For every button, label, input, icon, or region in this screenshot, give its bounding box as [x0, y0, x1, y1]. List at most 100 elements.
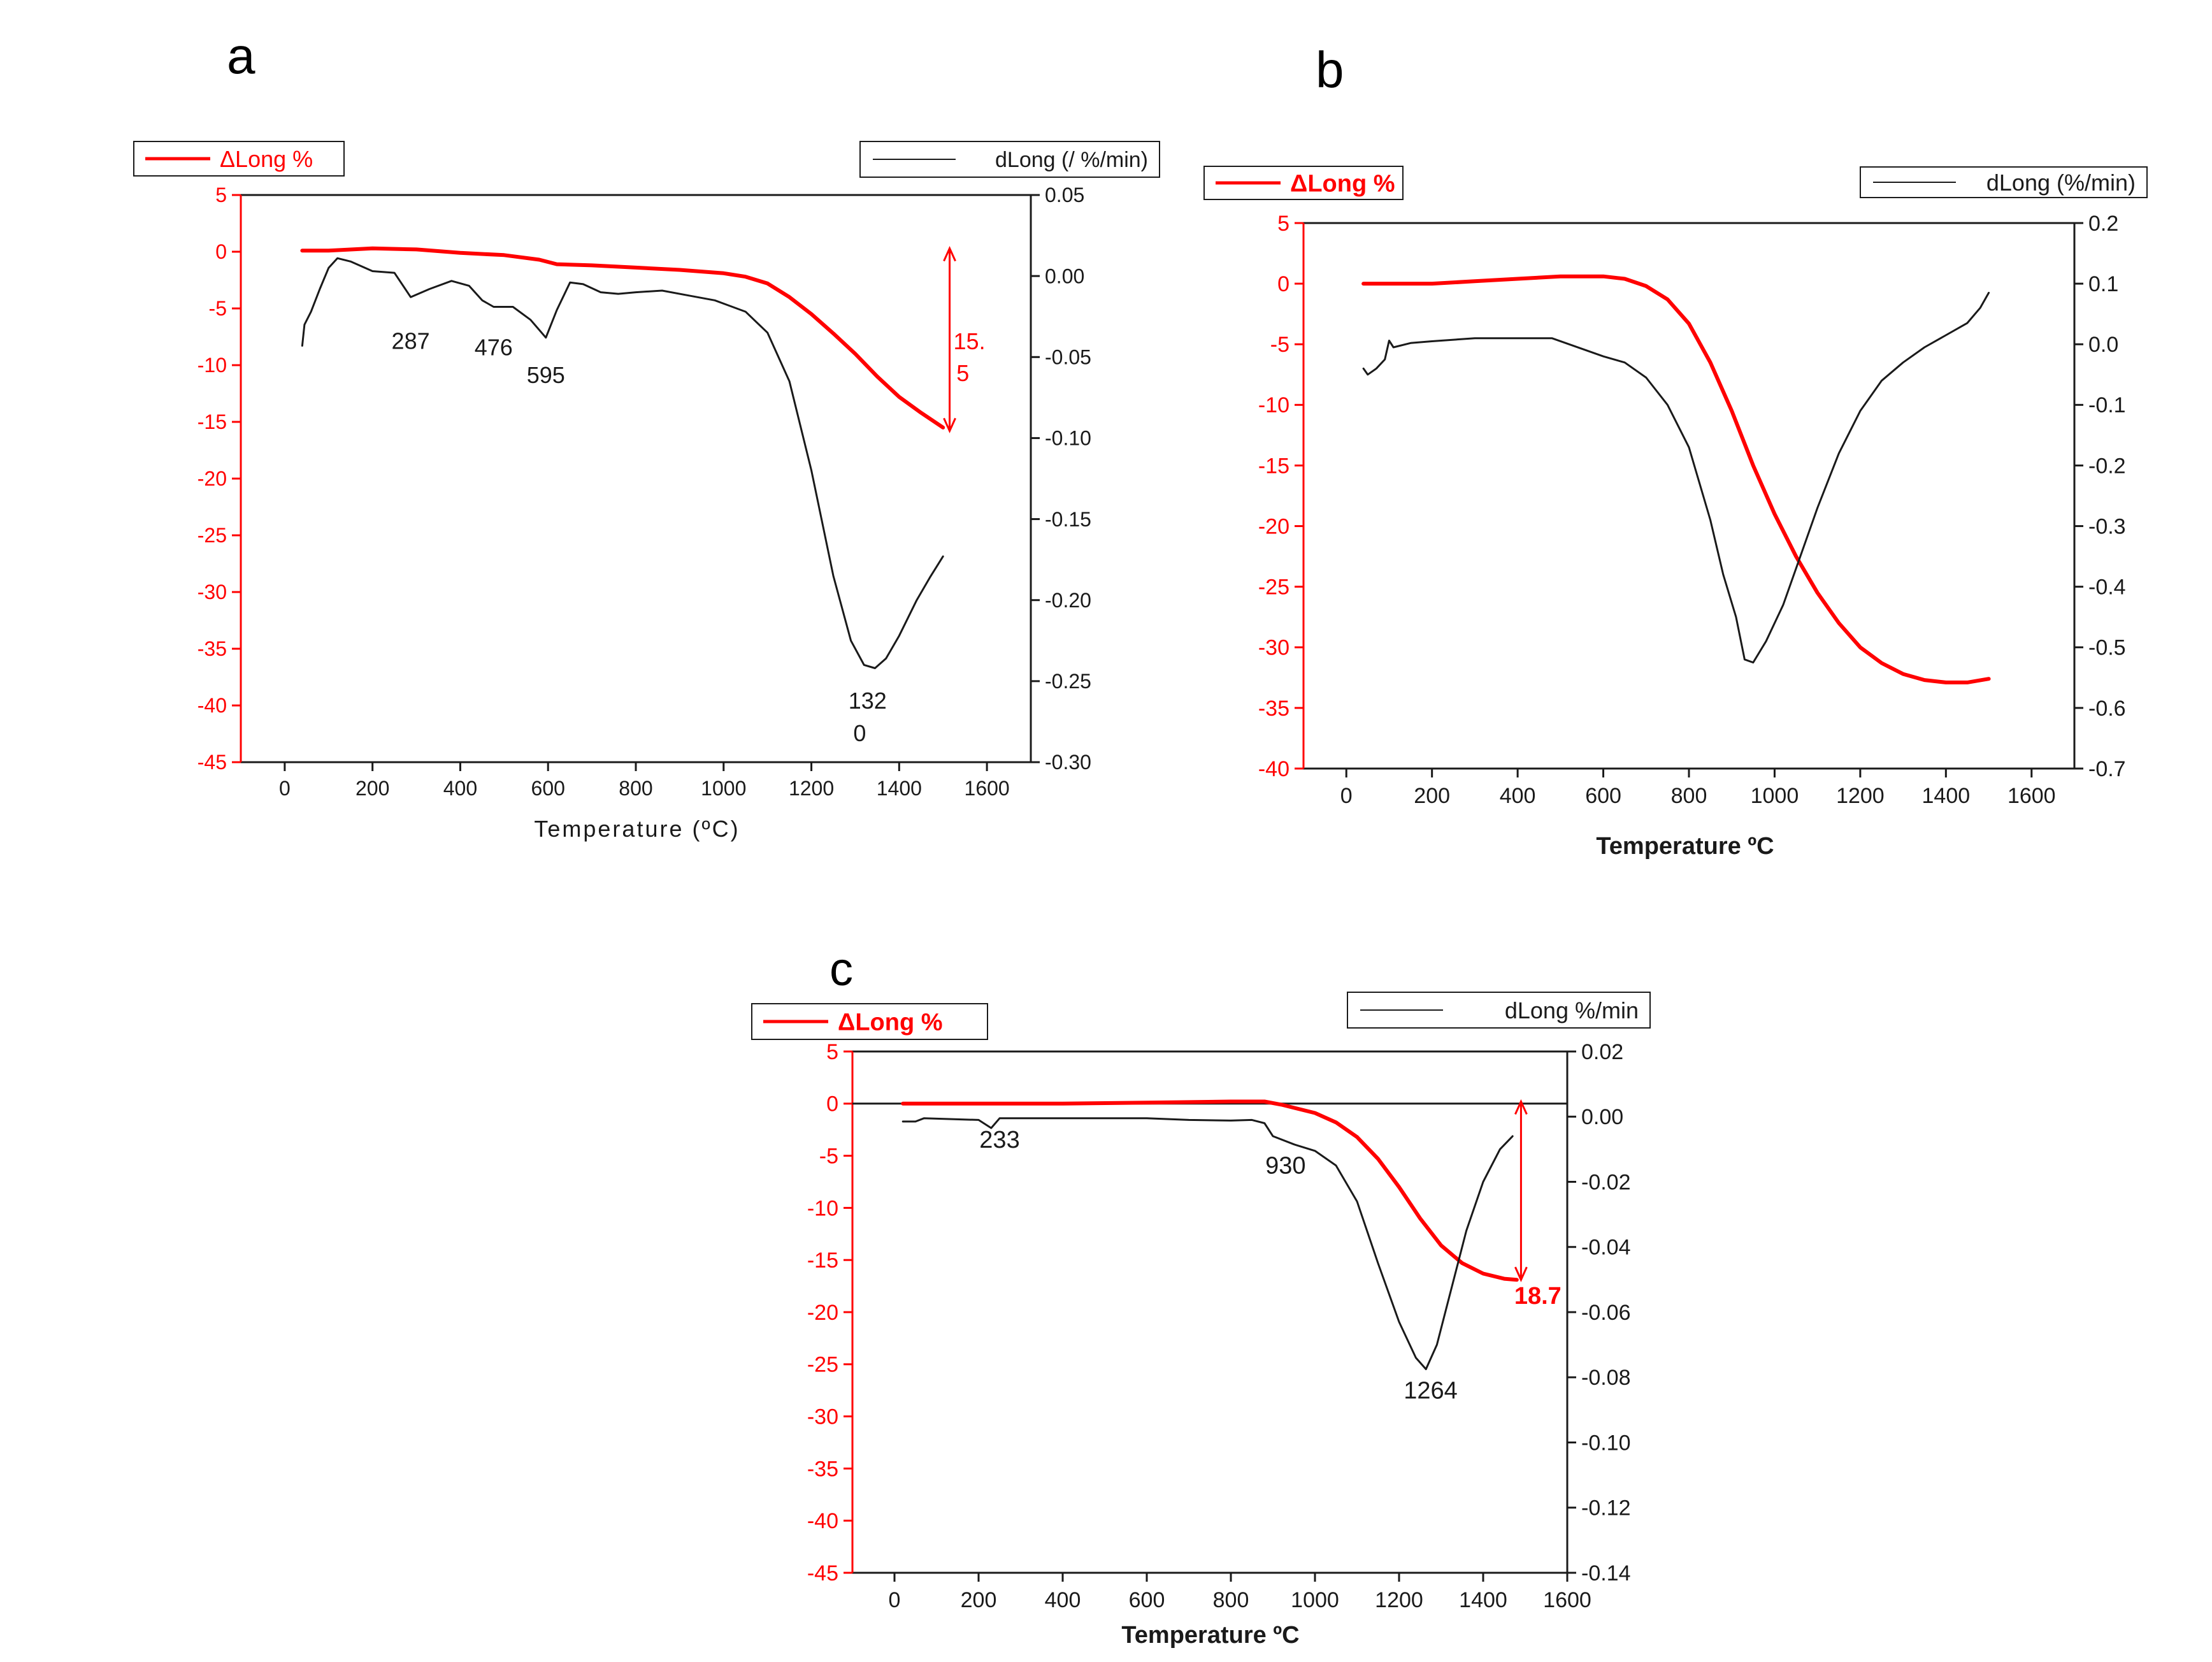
left-tick-label: -20	[1258, 514, 1289, 538]
arrow-head-top	[943, 246, 956, 262]
x-tick-label: 1600	[965, 777, 1010, 800]
right-tick-label: -0.12	[1581, 1496, 1631, 1521]
left-tick-label: -15	[807, 1248, 838, 1273]
x-tick-label: 600	[531, 777, 565, 800]
right-tick-label: -0.05	[1045, 345, 1091, 368]
right-tick-label: -0.02	[1581, 1170, 1631, 1194]
legend-left-box	[751, 1003, 988, 1040]
panel-b: b 0 200 400 600 800 1000 1200 1400 1600 5 0 -5 -10 -15…	[1203, 41, 2148, 860]
legend-left-label: ΔLong %	[838, 1009, 943, 1036]
legend-left-label: ΔLong %	[1290, 171, 1395, 198]
left-tick-label: -5	[1270, 333, 1289, 357]
right-tick-label: -0.15	[1045, 508, 1091, 531]
panel-c: c 0 200 400 600 800 1000 1200 1400 1600 5 0 -5 -10 -15…	[751, 943, 1651, 1649]
right-tick-label: -0.6	[2088, 697, 2126, 721]
left-tick-label: 5	[1277, 212, 1289, 236]
left-tick-label: -10	[1258, 393, 1289, 417]
left-tick-label: -25	[807, 1353, 838, 1377]
x-tick-label: 1600	[1543, 1588, 1591, 1612]
arrow-head-bottom	[1514, 1266, 1528, 1282]
data-annotation: 5	[956, 360, 969, 386]
right-tick-label: -0.04	[1581, 1236, 1631, 1260]
panel-letter: b	[1316, 41, 1344, 98]
right-tick-label: -0.10	[1581, 1431, 1631, 1455]
left-tick-label: -30	[198, 581, 227, 603]
data-annotation: 930	[1265, 1153, 1305, 1180]
x-tick-label: 400	[443, 777, 477, 800]
left-tick-label: -5	[819, 1145, 838, 1169]
series-line-dlong-rate	[901, 1117, 1514, 1370]
left-tick-label: -20	[807, 1301, 838, 1325]
x-tick-label: 200	[1414, 784, 1450, 808]
data-annotation: 233	[979, 1127, 1019, 1153]
data-annotation: 476	[475, 335, 513, 361]
left-tick-label: -40	[1258, 757, 1289, 781]
legend-left-label: ΔLong %	[220, 146, 313, 172]
left-tick-label: -30	[1258, 636, 1289, 660]
x-tick-label: 800	[619, 777, 652, 800]
series-line-dlong-percent	[901, 1099, 1519, 1282]
legend-right-label: dLong %/min	[1505, 997, 1639, 1023]
x-axis-title: Temperature ºC	[1596, 833, 1774, 860]
left-tick-label: -35	[807, 1457, 838, 1481]
right-tick-label: -0.2	[2088, 454, 2126, 478]
series-line-dlong-rate	[301, 257, 944, 669]
right-tick-label: 0.05	[1045, 184, 1084, 206]
right-tick-label: 0.02	[1581, 1040, 1623, 1064]
right-tick-label: -0.20	[1045, 589, 1091, 612]
right-tick-label: -0.1	[2088, 393, 2126, 417]
arrow-head-top	[1514, 1099, 1528, 1115]
left-tick-label: 0	[215, 240, 227, 263]
x-tick-label: 1400	[1922, 784, 1971, 808]
series-line-dlong-rate	[1362, 291, 1990, 664]
left-tick-label: -35	[198, 637, 227, 660]
left-tick-label: -25	[198, 524, 227, 547]
panel-a: a 0 200 400 600 800 1000 1200 1400 1600 5 0 -5 -10 -15…	[133, 27, 1160, 842]
left-tick-label: 5	[215, 184, 227, 206]
left-tick-label: 0	[1277, 272, 1289, 296]
right-tick-label: 0.00	[1045, 264, 1084, 287]
right-tick-label: -0.14	[1581, 1561, 1631, 1586]
left-tick-label: -10	[198, 354, 227, 377]
right-tick-label: -0.3	[2088, 514, 2126, 538]
data-annotation: 15.	[954, 328, 986, 354]
right-tick-label: -0.25	[1045, 670, 1091, 693]
arrow-head-bottom	[943, 417, 956, 433]
x-tick-label: 400	[1500, 784, 1536, 808]
x-tick-label: 1000	[1751, 784, 1799, 808]
left-tick-label: -20	[198, 467, 227, 490]
x-tick-label: 1200	[1836, 784, 1885, 808]
panel-letter: c	[830, 943, 853, 995]
x-tick-label: 200	[961, 1588, 997, 1612]
x-tick-label: 0	[1340, 784, 1353, 808]
left-tick-label: 0	[826, 1092, 838, 1116]
right-tick-label: -0.10	[1045, 427, 1091, 450]
right-tick-label: 0.0	[2088, 333, 2118, 357]
data-annotation: 132	[849, 688, 887, 714]
x-tick-label: 0	[889, 1588, 901, 1612]
x-axis-title: Temperature ºC	[1121, 1622, 1299, 1649]
left-tick-label: -25	[1258, 575, 1289, 600]
right-tick-label: -0.4	[2088, 575, 2126, 600]
x-tick-label: 600	[1129, 1588, 1165, 1612]
left-tick-label: -45	[198, 751, 227, 774]
data-annotation: 18.7	[1514, 1283, 1562, 1310]
x-tick-label: 400	[1045, 1588, 1081, 1612]
data-annotation: 595	[527, 362, 565, 388]
legend-left-box	[1203, 166, 1404, 200]
x-tick-label: 1200	[1375, 1588, 1423, 1612]
left-tick-label: -15	[198, 410, 227, 433]
series-line-dlong-percent	[1361, 274, 1991, 684]
x-tick-label: 1000	[1291, 1588, 1339, 1612]
left-tick-label: -45	[807, 1561, 838, 1586]
x-axis-title: Temperature (ºC)	[534, 816, 740, 842]
right-tick-label: 0.2	[2088, 212, 2118, 236]
left-tick-label: -15	[1258, 454, 1289, 478]
data-annotation: 1264	[1404, 1377, 1458, 1404]
x-tick-label: 1400	[1459, 1588, 1507, 1612]
panel-letter: a	[227, 27, 255, 84]
x-tick-label: 0	[279, 777, 291, 800]
x-tick-label: 800	[1213, 1588, 1249, 1612]
right-tick-label: 0.1	[2088, 272, 2118, 296]
right-tick-label: -0.5	[2088, 636, 2126, 660]
